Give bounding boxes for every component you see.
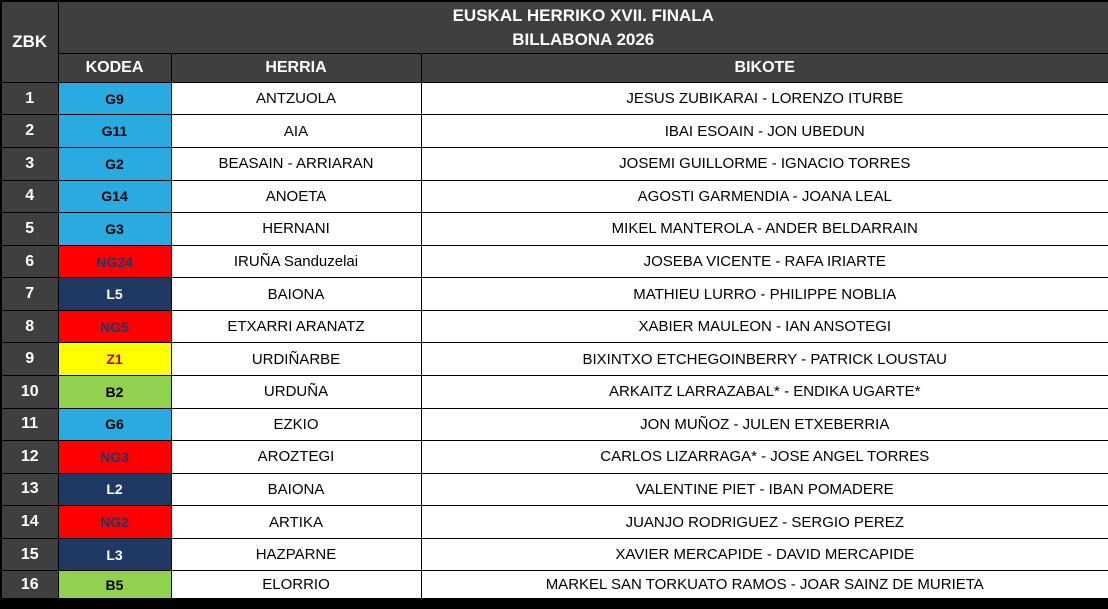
code-cell: G2 <box>57 147 172 181</box>
pair-cell: JOSEMI GUILLORME - IGNACIO TORRES <box>420 147 1108 181</box>
table-row: 1 G9 ANTZUOLA JESUS ZUBIKARAI - LORENZO … <box>0 81 1108 116</box>
row-number-cell: 16 <box>0 570 59 604</box>
code-cell: NG24 <box>57 244 172 279</box>
table-row: 8 NG5 ETXARRI ARANATZ XABIER MAULEON - I… <box>0 309 1108 344</box>
code-cell: G3 <box>57 212 172 246</box>
code-cell: L3 <box>57 537 172 572</box>
page-title: EUSKAL HERRIKO XVII. FINALA BILLABONA 20… <box>57 0 1108 55</box>
table-row: 5 G3 HERNANI MIKEL MANTEROLA - ANDER BEL… <box>0 212 1108 246</box>
herria-column-header: HERRIA <box>170 53 422 83</box>
town-cell: ANOETA <box>170 179 422 214</box>
table-row: 13 L2 BAIONA VALENTINE PIET - IBAN POMAD… <box>0 472 1108 507</box>
code-cell: G14 <box>57 179 172 214</box>
pair-cell: JESUS ZUBIKARAI - LORENZO ITURBE <box>420 81 1108 116</box>
town-cell: BAIONA <box>170 472 422 507</box>
table-row: 3 G2 BEASAIN - ARRIARAN JOSEMI GUILLORME… <box>0 147 1108 181</box>
code-cell: G6 <box>57 407 172 442</box>
code-cell: G9 <box>57 81 172 116</box>
table-row: 15 L3 HAZPARNE XAVIER MERCAPIDE - DAVID … <box>0 537 1108 572</box>
table-row: 12 NG3 AROZTEGI CARLOS LIZARRAGA* - JOSE… <box>0 440 1108 474</box>
row-number-cell: 11 <box>0 407 59 442</box>
row-number-cell: 7 <box>0 277 59 311</box>
table-row: 4 G14 ANOETA AGOSTI GARMENDIA - JOANA LE… <box>0 179 1108 214</box>
town-cell: ARTIKA <box>170 505 422 539</box>
row-number-cell: 12 <box>0 440 59 474</box>
code-cell: NG2 <box>57 505 172 539</box>
code-cell: B5 <box>57 570 172 604</box>
pair-cell: MATHIEU LURRO - PHILIPPE NOBLIA <box>420 277 1108 311</box>
pair-cell: JUANJO RODRIGUEZ - SERGIO PEREZ <box>420 505 1108 539</box>
town-cell: AIA <box>170 114 422 149</box>
town-cell: URDUÑA <box>170 374 422 409</box>
town-cell: AROZTEGI <box>170 440 422 474</box>
row-number-cell: 10 <box>0 374 59 409</box>
pair-cell: MIKEL MANTEROLA - ANDER BELDARRAIN <box>420 212 1108 246</box>
row-number-cell: 2 <box>0 114 59 149</box>
code-cell: B2 <box>57 374 172 409</box>
row-number-cell: 8 <box>0 309 59 344</box>
town-cell: BEASAIN - ARRIARAN <box>170 147 422 181</box>
pair-cell: MARKEL SAN TORKUATO RAMOS - JOAR SAINZ D… <box>420 570 1108 604</box>
code-cell: NG3 <box>57 440 172 474</box>
row-number-cell: 4 <box>0 179 59 214</box>
row-number-cell: 14 <box>0 505 59 539</box>
pair-cell: IBAI ESOAIN - JON UBEDUN <box>420 114 1108 149</box>
table-row: 14 NG2 ARTIKA JUANJO RODRIGUEZ - SERGIO … <box>0 505 1108 539</box>
pair-cell: JOSEBA VICENTE - RAFA IRIARTE <box>420 244 1108 279</box>
code-cell: L2 <box>57 472 172 507</box>
town-cell: EZKIO <box>170 407 422 442</box>
code-cell: NG5 <box>57 309 172 344</box>
town-cell: IRUÑA Sanduzelai <box>170 244 422 279</box>
bikote-column-header: BIKOTE <box>420 53 1108 83</box>
table-row: 16 B5 ELORRIO MARKEL SAN TORKUATO RAMOS … <box>0 570 1108 604</box>
title-line-1: EUSKAL HERRIKO XVII. FINALA <box>452 5 714 25</box>
zbk-column-header: ZBK <box>0 0 59 83</box>
column-header-row: KODEA HERRIA BIKOTE <box>1 53 1108 83</box>
table-row: 11 G6 EZKIO JON MUÑOZ - JULEN ETXEBERRIA <box>0 407 1108 442</box>
row-number-cell: 13 <box>0 472 59 507</box>
pair-cell: VALENTINE PIET - IBAN POMADERE <box>420 472 1108 507</box>
table-row: 10 B2 URDUÑA ARKAITZ LARRAZABAL* - ENDIK… <box>0 374 1108 409</box>
pair-cell: CARLOS LIZARRAGA* - JOSE ANGEL TORRES <box>420 440 1108 474</box>
row-number-cell: 9 <box>0 342 59 376</box>
pair-cell: JON MUÑOZ - JULEN ETXEBERRIA <box>420 407 1108 442</box>
pair-cell: AGOSTI GARMENDIA - JOANA LEAL <box>420 179 1108 214</box>
row-number-cell: 5 <box>0 212 59 246</box>
code-cell: L5 <box>57 277 172 311</box>
town-cell: BAIONA <box>170 277 422 311</box>
row-number-cell: 6 <box>0 244 59 279</box>
pair-cell: BIXINTXO ETCHEGOINBERRY - PATRICK LOUSTA… <box>420 342 1108 376</box>
pair-cell: XABIER MAULEON - IAN ANSOTEGI <box>420 309 1108 344</box>
code-cell: G11 <box>57 114 172 149</box>
town-cell: HERNANI <box>170 212 422 246</box>
table-row: 2 G11 AIA IBAI ESOAIN - JON UBEDUN <box>0 114 1108 149</box>
table-row: 9 Z1 URDIÑARBE BIXINTXO ETCHEGOINBERRY -… <box>0 342 1108 376</box>
town-cell: URDIÑARBE <box>170 342 422 376</box>
title-line-2: BILLABONA 2026 <box>512 29 655 49</box>
row-number-cell: 3 <box>0 147 59 181</box>
town-cell: ELORRIO <box>170 570 422 604</box>
kodea-column-header: KODEA <box>57 53 172 83</box>
table-row: 6 NG24 IRUÑA Sanduzelai JOSEBA VICENTE -… <box>0 244 1108 279</box>
town-cell: ANTZUOLA <box>170 81 422 116</box>
town-cell: HAZPARNE <box>170 537 422 572</box>
pair-cell: ARKAITZ LARRAZABAL* - ENDIKA UGARTE* <box>420 374 1108 409</box>
table-row: 7 L5 BAIONA MATHIEU LURRO - PHILIPPE NOB… <box>0 277 1108 311</box>
row-number-cell: 15 <box>0 537 59 572</box>
pair-cell: XAVIER MERCAPIDE - DAVID MERCAPIDE <box>420 537 1108 572</box>
town-cell: ETXARRI ARANATZ <box>170 309 422 344</box>
row-number-cell: 1 <box>0 81 59 116</box>
title-row: ZBK EUSKAL HERRIKO XVII. FINALA BILLABON… <box>0 0 1108 83</box>
code-cell: Z1 <box>57 342 172 376</box>
